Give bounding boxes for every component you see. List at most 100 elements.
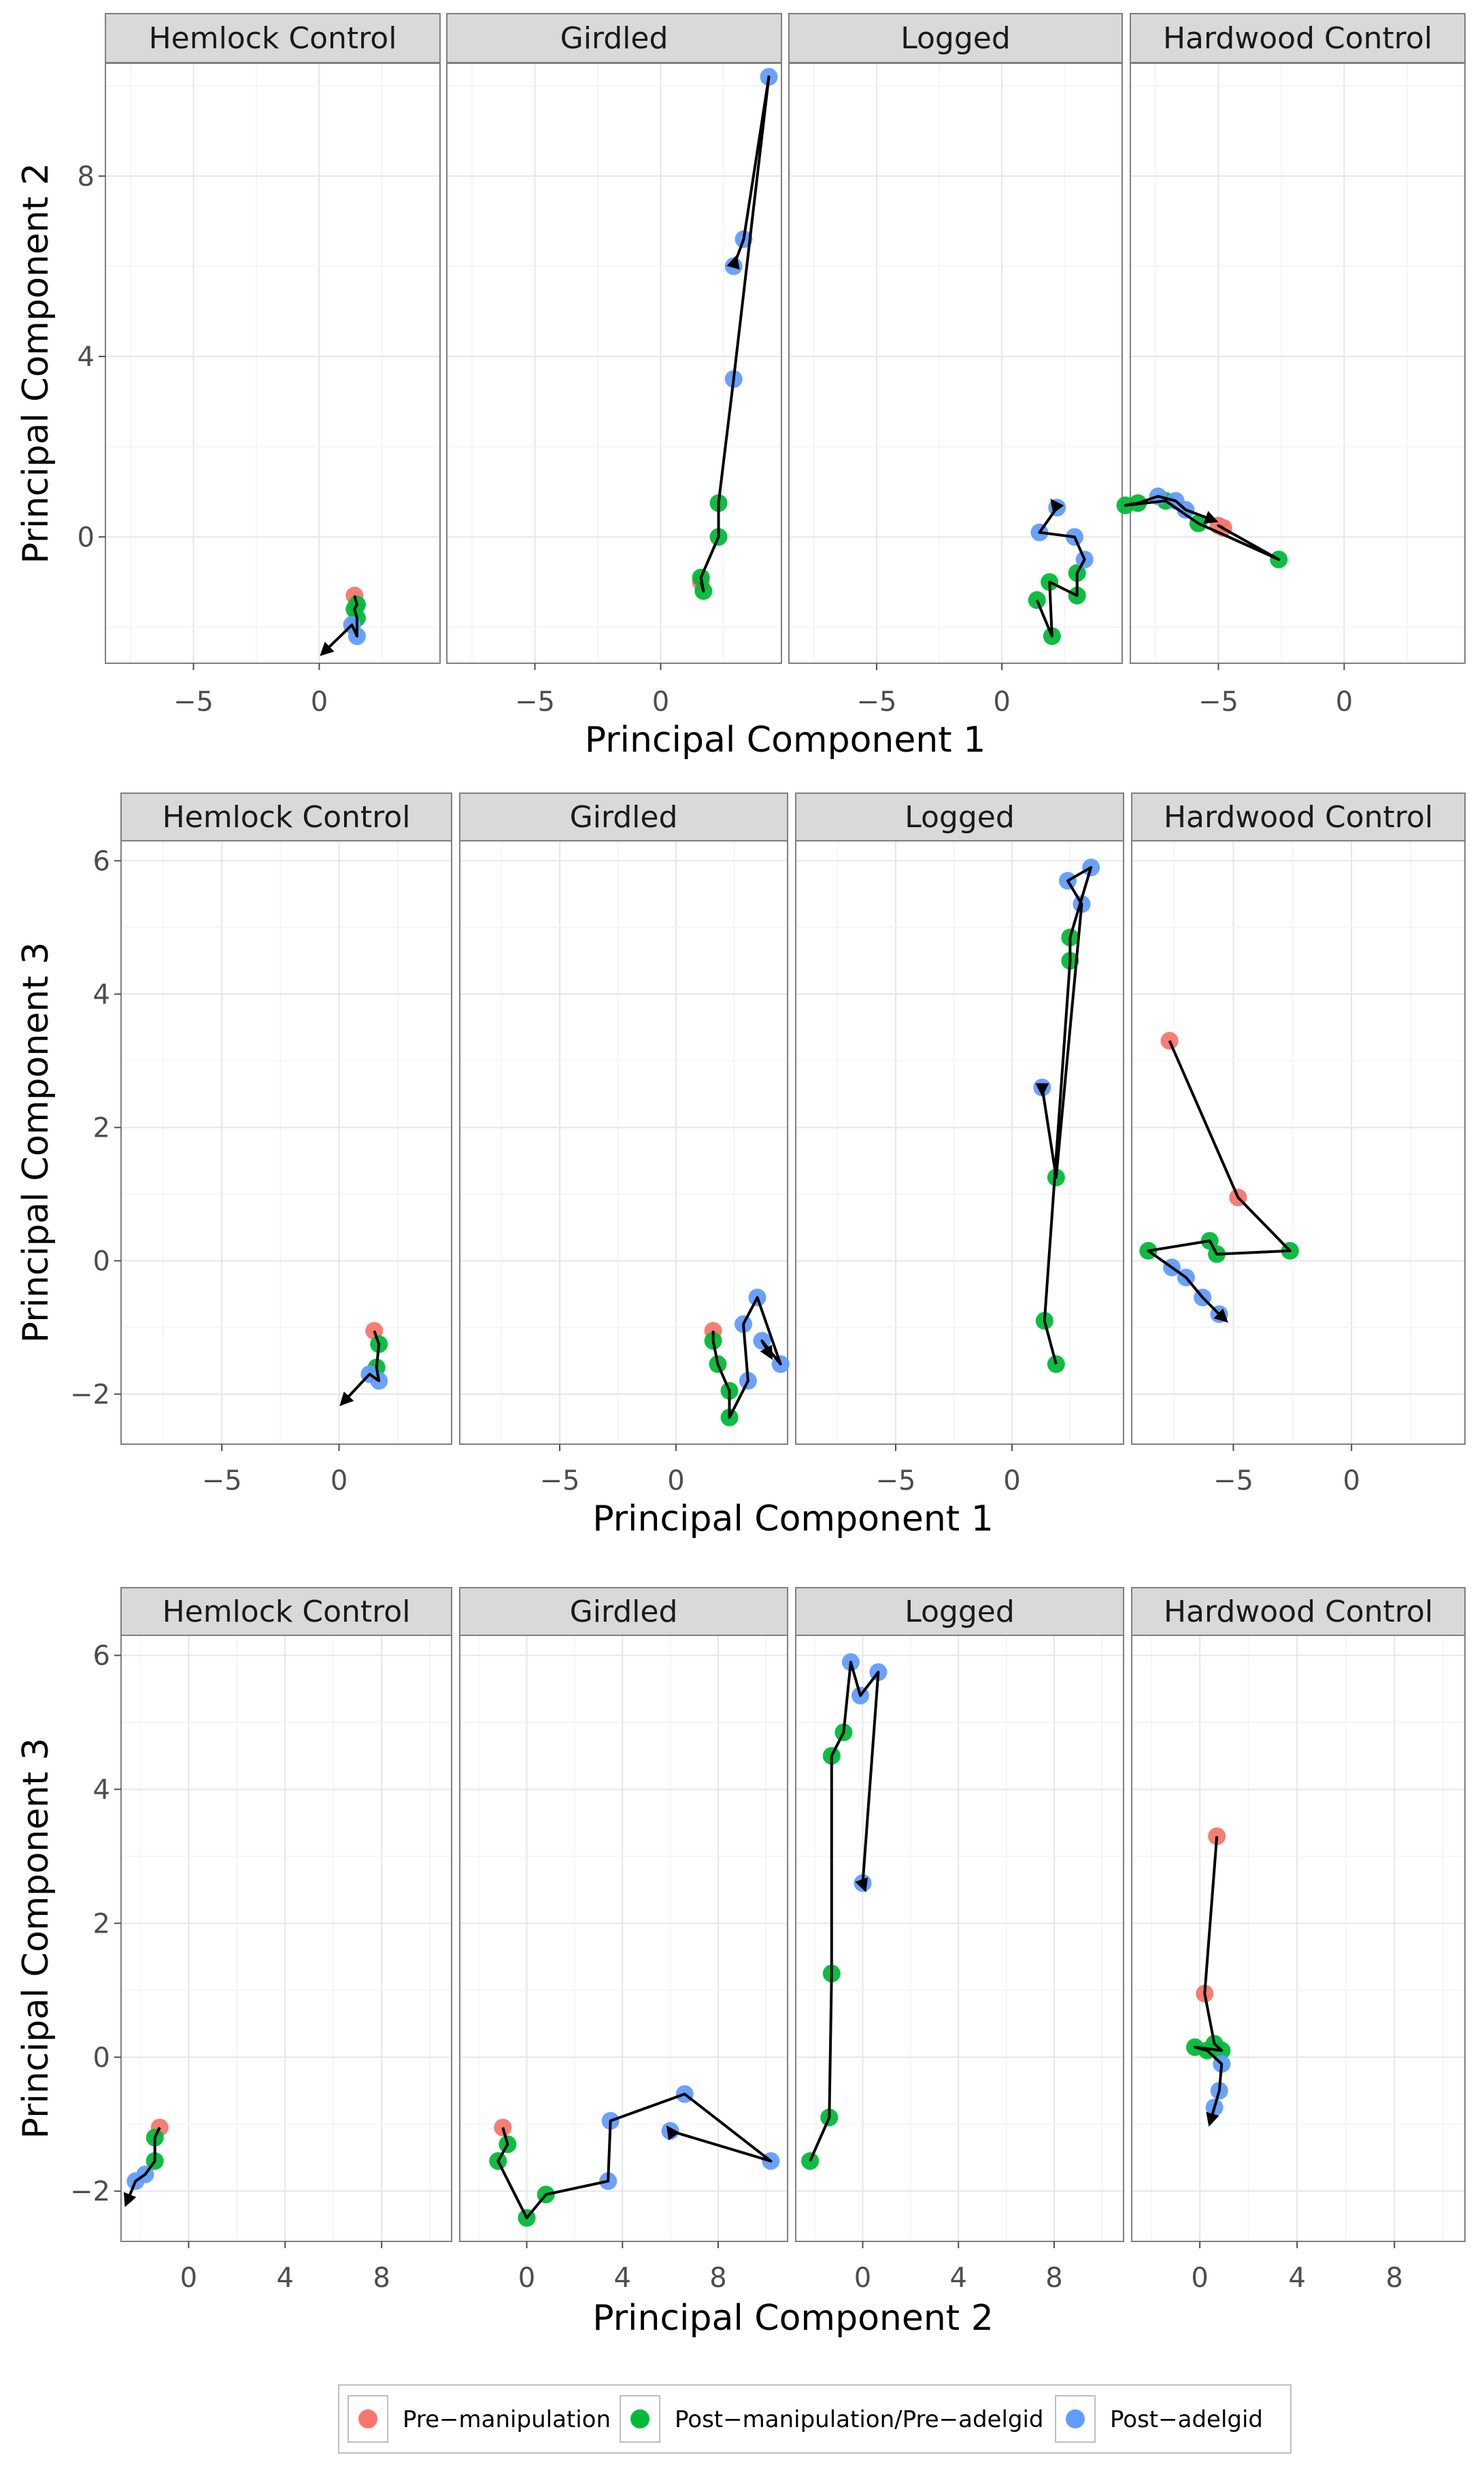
y-tick-label: 4 bbox=[93, 1774, 110, 1805]
legend-label-post-manipulation-pre-adelgid: Post−manipulation/Pre−adelgid bbox=[675, 2406, 1044, 2433]
y-tick-label: 4 bbox=[78, 341, 95, 373]
facet-girdled: Girdled 0 4 8 bbox=[459, 1587, 788, 2294]
panel-border bbox=[1131, 840, 1466, 1445]
x-tick-label: −5 bbox=[856, 686, 896, 718]
facet-strip bbox=[105, 13, 441, 63]
panel-background bbox=[120, 1635, 452, 2242]
x-tick-label: 4 bbox=[614, 2262, 631, 2294]
panel-border bbox=[459, 1635, 788, 2242]
legend: Pre−manipulation Post−manipulation/Pre−a… bbox=[338, 2384, 1292, 2454]
legend-box bbox=[338, 2384, 1292, 2454]
x-tick-label: −5 bbox=[540, 1465, 580, 1497]
panel-border bbox=[1131, 1635, 1466, 2242]
facet-strip bbox=[1131, 1587, 1466, 1636]
facet-hemlock-control: Hemlock Control −5 0 −2 0 2 4 6 bbox=[70, 792, 452, 1497]
trajectory-arrow bbox=[339, 1330, 381, 1407]
panel-border bbox=[120, 1635, 452, 2242]
x-tick-label: 0 bbox=[993, 686, 1010, 718]
panel-border bbox=[446, 63, 782, 664]
facet-hardwood-control: Hardwood Control 0 4 8 bbox=[1131, 1587, 1466, 2294]
panel-background bbox=[459, 840, 788, 1445]
y-tick-label: 6 bbox=[93, 1641, 110, 1672]
facet-label: Hardwood Control bbox=[1164, 1594, 1433, 1629]
x-tick-label: 0 bbox=[1336, 686, 1353, 718]
panel-background bbox=[120, 840, 452, 1445]
legend-label-post-adelgid: Post−adelgid bbox=[1110, 2406, 1263, 2433]
trajectory-arrow bbox=[809, 1660, 880, 2162]
y-tick-label: 2 bbox=[93, 1908, 110, 1939]
x-tick-label: 8 bbox=[1386, 2262, 1403, 2294]
panel-border bbox=[795, 1635, 1124, 2242]
facet-label: Hardwood Control bbox=[1163, 21, 1432, 56]
trajectory-arrow bbox=[699, 75, 771, 592]
y-tick-label: 2 bbox=[93, 1112, 110, 1143]
x-tick-label: −5 bbox=[1213, 1465, 1253, 1497]
panel-background bbox=[446, 63, 782, 664]
facet-girdled: Girdled −5 0 bbox=[446, 13, 782, 718]
facet-label: Girdled bbox=[560, 21, 669, 56]
panel-background bbox=[788, 63, 1123, 664]
y-tick-label: 8 bbox=[78, 161, 95, 193]
panel-border bbox=[1130, 63, 1466, 664]
y-tick-label: 0 bbox=[78, 522, 95, 553]
x-tick-label: 4 bbox=[276, 2262, 293, 2294]
y-tick-label: 0 bbox=[93, 2042, 110, 2073]
data-point-pre bbox=[365, 1322, 384, 1340]
trajectory-arrow bbox=[1147, 1040, 1292, 1323]
facet-strip bbox=[795, 1587, 1124, 1636]
x-tick-label: 0 bbox=[667, 1465, 684, 1497]
facet-girdled: Girdled −5 0 bbox=[459, 792, 790, 1497]
trajectory-arrow bbox=[496, 2092, 773, 2220]
panel-border bbox=[788, 63, 1123, 664]
facet-label: Hardwood Control bbox=[1164, 800, 1433, 835]
data-point-mid bbox=[1028, 591, 1046, 609]
panel-background bbox=[105, 63, 441, 664]
facet-strip bbox=[459, 792, 788, 841]
legend-key-pre-manipulation bbox=[358, 2409, 377, 2428]
panel-border bbox=[459, 840, 788, 1445]
y-tick-label: 6 bbox=[93, 846, 110, 877]
x-tick-label: 0 bbox=[311, 686, 328, 718]
facet-strip bbox=[1131, 792, 1466, 841]
facet-logged: Logged −5 0 bbox=[788, 13, 1123, 718]
facet-label: Girdled bbox=[570, 800, 678, 835]
trajectory-arrow bbox=[1194, 1836, 1224, 2127]
x-axis-title: Principal Component 1 bbox=[592, 1499, 994, 1539]
x-tick-label: −5 bbox=[1198, 686, 1238, 718]
x-tick-label: 0 bbox=[854, 2262, 871, 2294]
panel-border bbox=[795, 840, 1124, 1445]
panel-background bbox=[1131, 840, 1466, 1445]
x-tick-label: 4 bbox=[950, 2262, 967, 2294]
facet-hemlock-control: Hemlock Control 0 4 8 −2 0 2 4 6 bbox=[70, 1587, 452, 2294]
trajectory-arrow bbox=[1035, 866, 1093, 1365]
facet-strip bbox=[120, 1587, 452, 1636]
x-tick-label: 8 bbox=[373, 2262, 390, 2294]
trajectory-arrow bbox=[1035, 499, 1086, 638]
facet-strip bbox=[459, 1587, 788, 1636]
x-tick-label: −5 bbox=[173, 686, 214, 718]
chart-row-1: Hemlock Control −5 0 0 4 8 Girdled −5 0 Logged −5 0… bbox=[16, 13, 1466, 761]
x-tick-label: 0 bbox=[331, 1465, 348, 1497]
panel-background bbox=[1131, 1635, 1466, 2242]
facet-label: Logged bbox=[905, 800, 1015, 835]
x-tick-label: 4 bbox=[1288, 2262, 1305, 2294]
trajectory-arrow bbox=[123, 2126, 161, 2207]
legend-key-post-manipulation-pre-adelgid bbox=[630, 2409, 650, 2428]
data-point-pre bbox=[1208, 1827, 1226, 1845]
panel-border bbox=[105, 63, 441, 664]
y-axis-title: Principal Component 2 bbox=[16, 163, 56, 564]
legend-key-post-adelgid bbox=[1066, 2409, 1085, 2428]
y-tick-label: 0 bbox=[93, 1246, 110, 1277]
x-tick-label: 8 bbox=[1045, 2262, 1062, 2294]
x-tick-label: 0 bbox=[180, 2262, 197, 2294]
facet-label: Hemlock Control bbox=[163, 1594, 411, 1629]
x-axis-title: Principal Component 2 bbox=[592, 2298, 994, 2339]
facet-label: Girdled bbox=[570, 1594, 678, 1629]
facet-label: Hemlock Control bbox=[163, 800, 411, 835]
facet-strip bbox=[788, 13, 1123, 63]
x-tick-label: 0 bbox=[1003, 1465, 1020, 1497]
trajectory-arrow bbox=[320, 595, 358, 656]
trajectory-arrow bbox=[711, 1296, 782, 1419]
